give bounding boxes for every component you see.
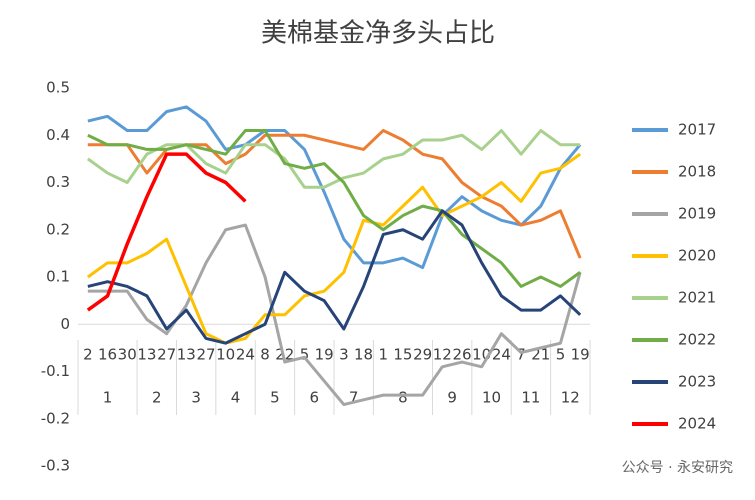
- x-tick-label: 30: [118, 346, 137, 364]
- x-tick-label: 24: [236, 346, 255, 364]
- group-label: 4: [231, 389, 241, 407]
- legend-label: 2019: [678, 205, 716, 223]
- series-line: [87, 129, 582, 288]
- group-label: 9: [447, 389, 457, 407]
- group-label: 1: [103, 389, 113, 407]
- x-tick-label: 13: [177, 346, 196, 364]
- x-tick-label: 29: [413, 346, 432, 364]
- x-tick-label: 19: [571, 346, 590, 364]
- x-tick-label: 22: [275, 346, 294, 364]
- x-tick-label: 19: [315, 346, 334, 364]
- series-line: [86, 152, 247, 312]
- y-tick-label: -0.2: [41, 409, 70, 427]
- watermark: 公众号 · 永安研究: [622, 460, 733, 476]
- legend-label: 2020: [678, 247, 716, 265]
- legend-label: 2017: [678, 121, 716, 139]
- y-tick-label: 0: [60, 315, 70, 333]
- series-line: [87, 105, 582, 270]
- x-tick-label: 27: [196, 346, 215, 364]
- legend-label: 2018: [678, 163, 716, 181]
- legend-label: 2023: [678, 373, 716, 391]
- y-tick-label: -0.1: [41, 362, 70, 380]
- x-tick-label: 26: [452, 346, 471, 364]
- x-tick-label: 5: [556, 346, 566, 364]
- group-label: 7: [349, 389, 359, 407]
- x-tick-label: 10: [216, 346, 235, 364]
- legend-label: 2022: [678, 331, 716, 349]
- series-line: [87, 223, 582, 407]
- x-tick-label: 27: [157, 346, 176, 364]
- group-label: 10: [482, 389, 501, 407]
- legend-label: 2024: [678, 415, 716, 433]
- x-tick-label: 16: [98, 346, 117, 364]
- x-tick-label: 8: [260, 346, 270, 364]
- group-label: 8: [398, 389, 408, 407]
- x-tick-label: 18: [354, 346, 373, 364]
- chart-title: 美棉基金净多头占比: [261, 19, 495, 49]
- x-tick-label: 1: [378, 346, 388, 364]
- group-label: 5: [270, 389, 280, 407]
- group-label: 11: [521, 389, 540, 407]
- x-tick-label: 3: [339, 346, 349, 364]
- group-label: 12: [561, 389, 580, 407]
- series-line: [86, 152, 582, 345]
- x-tick-label: 13: [137, 346, 156, 364]
- x-tick-label: 24: [492, 346, 511, 364]
- group-label: 3: [191, 389, 201, 407]
- legend-label: 2021: [678, 289, 716, 307]
- y-tick-label: 0.4: [46, 126, 70, 144]
- x-tick-label: 15: [393, 346, 412, 364]
- y-tick-label: -0.3: [41, 457, 70, 475]
- y-tick-label: 0.3: [46, 173, 70, 191]
- x-tick-label: 5: [300, 346, 310, 364]
- group-label: 2: [152, 389, 162, 407]
- group-label: 6: [310, 389, 320, 407]
- series-line: [87, 209, 582, 345]
- y-tick-label: 0.5: [46, 79, 70, 97]
- y-tick-label: 0.1: [46, 268, 70, 286]
- y-tick-label: 0.2: [46, 220, 70, 238]
- x-tick-label: 2: [83, 346, 93, 364]
- series-line: [86, 129, 581, 189]
- x-tick-label: 7: [516, 346, 526, 364]
- x-tick-label: 12: [433, 346, 452, 364]
